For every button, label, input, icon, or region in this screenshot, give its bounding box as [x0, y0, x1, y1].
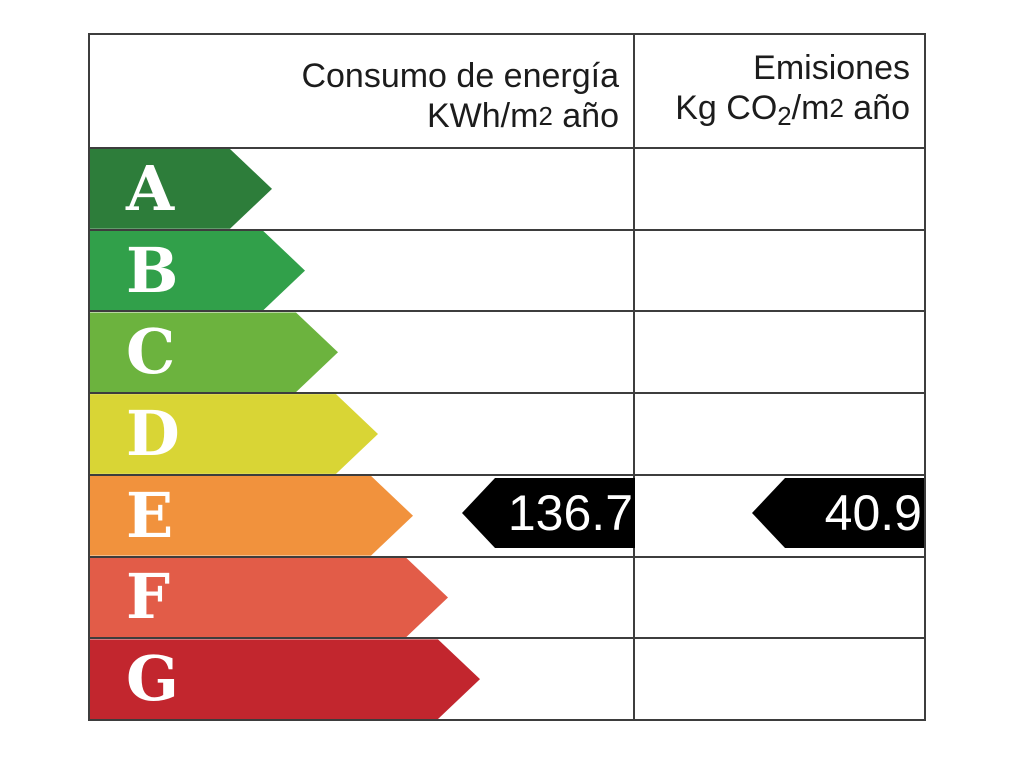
emissions-title: Emisiones	[753, 48, 910, 87]
rating-bar-f: F	[90, 558, 448, 638]
energy-rating-table: Consumo de energía KWh/m2 año Emisiones …	[88, 33, 926, 721]
consumption-units: KWh/m2 año	[426, 97, 619, 136]
rating-letter-a: A	[126, 151, 175, 225]
rating-row-f: F	[90, 555, 924, 638]
column-divider	[633, 35, 635, 719]
rating-letter-d: D	[126, 397, 180, 471]
emissions-value-arrow: 40.9	[752, 478, 924, 548]
rating-row-c: C	[90, 310, 924, 392]
superscript-2: 2	[538, 103, 553, 131]
rating-bar-g: G	[90, 639, 480, 719]
header-emissions: Emisiones Kg CO2/m2 año	[633, 35, 924, 147]
rating-bar-e: E	[90, 476, 413, 556]
rating-row-e: E	[90, 473, 924, 556]
consumption-title: Consumo de energía	[301, 57, 619, 96]
rating-bar-b: B	[90, 231, 305, 311]
rating-letter-b: B	[126, 233, 179, 307]
rating-letter-f: F	[126, 560, 171, 634]
rating-letter-e: E	[126, 478, 174, 552]
emissions-value: 40.9	[824, 485, 922, 541]
subscript-2: 2	[777, 103, 792, 131]
rating-bar-c: C	[90, 312, 338, 392]
emissions-units: Kg CO2/m2 año	[675, 88, 910, 131]
consumption-value-arrow: 136.7	[462, 478, 635, 548]
rating-bar-a: A	[90, 149, 272, 229]
rating-letter-c: C	[126, 315, 176, 389]
rating-row-g: G	[90, 637, 924, 719]
header-consumption: Consumo de energía KWh/m2 año	[90, 35, 633, 147]
consumption-value: 136.7	[507, 485, 633, 541]
rating-bar-d: D	[90, 394, 378, 474]
superscript-2: 2	[829, 94, 844, 123]
rating-row-d: D	[90, 392, 924, 474]
rating-letter-g: G	[126, 642, 179, 716]
rating-row-b: B	[90, 228, 924, 311]
table-header: Consumo de energía KWh/m2 año Emisiones …	[90, 35, 924, 147]
rating-row-a: A	[90, 147, 924, 229]
